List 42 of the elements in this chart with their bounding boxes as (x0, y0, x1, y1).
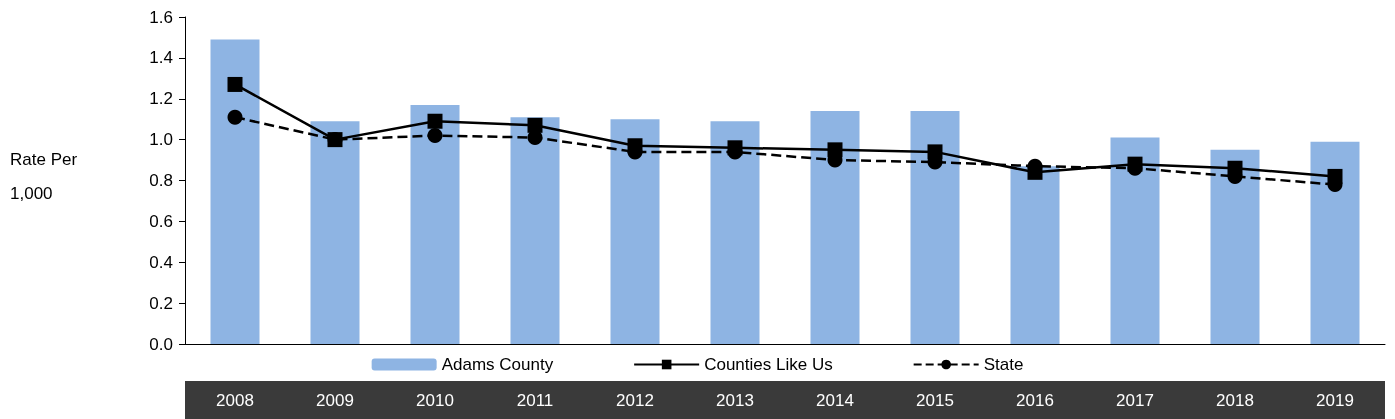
x-tick-label: 2017 (1116, 390, 1154, 410)
point (427, 128, 443, 144)
point (527, 130, 543, 146)
y-tick-label: 1.4 (149, 48, 173, 68)
y-tick-label: 0.6 (149, 211, 173, 231)
x-tick-label: 2019 (1316, 390, 1354, 410)
bar (610, 119, 660, 344)
x-tick-label: 2010 (416, 390, 454, 410)
x-tick-label: 2014 (816, 390, 854, 410)
x-tick-label: 2012 (616, 390, 654, 410)
x-tick-label: 2018 (1216, 390, 1254, 410)
bar (710, 121, 760, 344)
bar (310, 121, 360, 344)
point (227, 76, 243, 92)
bar (210, 39, 260, 344)
y-tick-label: 1.2 (149, 89, 173, 109)
y-axis-title: Rate Per 1,000 (10, 149, 82, 203)
bar (1310, 141, 1360, 344)
bar (410, 104, 460, 344)
x-tick-label: 2011 (516, 390, 554, 410)
x-tick-label: 2016 (1016, 390, 1054, 410)
y-tick-label: 0.2 (149, 293, 173, 313)
bar (1010, 166, 1060, 344)
y-tick-label: 1.6 (149, 7, 173, 27)
x-tick-label: 2009 (316, 390, 354, 410)
x-tick-label: 2015 (916, 390, 954, 410)
bar (1110, 137, 1160, 344)
x-tick-label: 2008 (216, 390, 254, 410)
legend-label: State (983, 355, 1024, 374)
bar (510, 117, 560, 344)
y-tick-label: 0.4 (149, 252, 173, 272)
bar (1210, 149, 1260, 344)
point (227, 109, 243, 125)
legend-label: Counties Like Us (704, 355, 833, 374)
y-tick-label: 0.0 (149, 334, 173, 354)
x-tick-label: 2013 (716, 390, 754, 410)
bar (810, 111, 860, 344)
bar (910, 111, 960, 344)
y-tick-label: 1.0 (149, 130, 173, 150)
y-tick-label: 0.8 (149, 171, 173, 190)
point (427, 113, 443, 129)
legend-label: Adams County (441, 355, 554, 374)
